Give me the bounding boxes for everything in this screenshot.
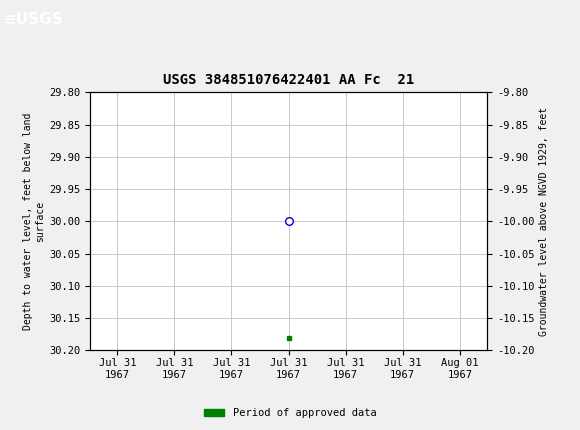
Y-axis label: Depth to water level, feet below land
surface: Depth to water level, feet below land su… [23, 113, 45, 330]
Y-axis label: Groundwater level above NGVD 1929, feet: Groundwater level above NGVD 1929, feet [539, 107, 549, 336]
Legend: Period of approved data: Period of approved data [200, 404, 380, 423]
Title: USGS 384851076422401 AA Fc  21: USGS 384851076422401 AA Fc 21 [163, 73, 414, 87]
Text: ≡USGS: ≡USGS [3, 12, 63, 28]
